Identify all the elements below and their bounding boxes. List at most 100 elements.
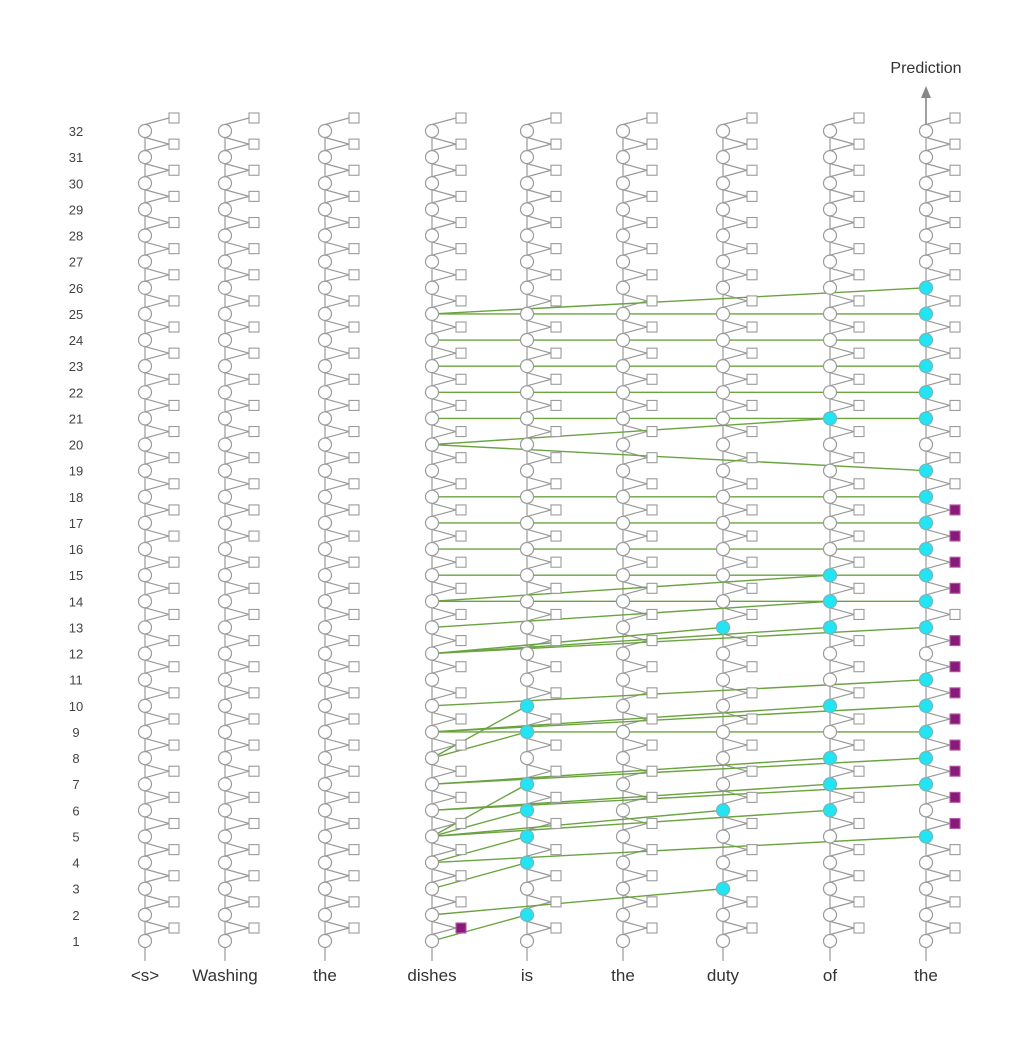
- mlp-in-link: [925, 195, 951, 204]
- active-attention-node: [918, 515, 934, 531]
- mlp-out-link: [622, 372, 648, 380]
- attention-node: [217, 463, 233, 478]
- mlp-node: [348, 608, 360, 621]
- mlp-in-link: [144, 117, 170, 126]
- mlp-node: [746, 556, 758, 568]
- mlp-out-link: [722, 868, 748, 877]
- mlp-in-link: [829, 875, 855, 883]
- mlp-in-link: [324, 300, 350, 308]
- layer-label: 23: [69, 359, 83, 374]
- layer-label: 15: [69, 568, 83, 583]
- mlp-node: [853, 321, 865, 333]
- mlp-out-link: [925, 372, 951, 380]
- mlp-in-link: [829, 718, 855, 727]
- attention-node: [918, 176, 934, 191]
- mlp-out-link: [144, 842, 170, 851]
- mlp-in-link: [925, 901, 951, 909]
- attention-node: [424, 855, 440, 870]
- mlp-node: [248, 661, 260, 673]
- attention-node: [715, 698, 731, 713]
- attention-node: [217, 411, 233, 426]
- mlp-in-link: [224, 561, 250, 570]
- attention-node: [822, 254, 838, 269]
- attention-node: [519, 228, 535, 243]
- attention-node: [217, 306, 233, 322]
- attention-node: [424, 306, 440, 322]
- mlp-out-link: [431, 189, 457, 197]
- attention-node: [519, 411, 535, 426]
- mlp-in-link: [526, 430, 552, 439]
- mlp-node: [949, 190, 961, 202]
- mlp-out-link: [622, 136, 648, 145]
- attention-node: [424, 463, 440, 478]
- attention-node: [137, 777, 153, 792]
- mlp-out-link: [722, 816, 748, 825]
- circuit-edge: [431, 705, 927, 733]
- mlp-in-link: [144, 274, 170, 282]
- mlp-in-link: [722, 849, 748, 857]
- attention-node: [715, 306, 731, 322]
- mlp-out-link: [622, 894, 648, 903]
- attention-node: [822, 515, 838, 531]
- mlp-out-link: [144, 476, 170, 485]
- mlp-node: [348, 582, 360, 594]
- attention-node: [519, 202, 535, 217]
- mlp-in-link: [925, 770, 951, 779]
- mlp-in-link: [324, 640, 350, 648]
- token-label: <s>: [131, 966, 159, 985]
- mlp-out-link: [324, 764, 350, 772]
- mlp-in-link: [829, 117, 855, 126]
- attention-node: [424, 515, 440, 531]
- prediction-output: Prediction: [890, 60, 962, 125]
- mlp-node: [248, 582, 260, 594]
- mlp-in-link: [144, 822, 170, 831]
- mlp-out-link: [622, 345, 648, 354]
- mlp-in-link: [224, 430, 250, 439]
- mlp-node: [746, 190, 758, 202]
- mlp-node: [455, 452, 467, 464]
- attention-node: [137, 123, 153, 139]
- mlp-in-link: [925, 326, 951, 335]
- attention-node: [822, 202, 838, 217]
- attention-node: [137, 698, 153, 713]
- mlp-node: [168, 321, 180, 333]
- attention-node: [317, 541, 333, 557]
- mlp-out-link: [144, 581, 170, 589]
- active-mlp-node: [949, 556, 961, 568]
- mlp-out-link: [526, 737, 552, 746]
- mlp-node: [853, 739, 865, 751]
- attention-node: [918, 646, 934, 661]
- mlp-node: [168, 190, 180, 202]
- mlp-out-link: [925, 868, 951, 877]
- attention-node: [217, 594, 233, 609]
- mlp-out-link: [722, 581, 748, 589]
- mlp-out-link: [324, 737, 350, 746]
- mlp-in-link: [925, 849, 951, 857]
- mlp-node: [455, 321, 467, 333]
- mlp-out-link: [144, 659, 170, 668]
- mlp-in-link: [622, 875, 648, 883]
- mlp-node: [348, 138, 360, 150]
- mlp-in-link: [925, 796, 951, 805]
- mlp-in-link: [622, 378, 648, 387]
- attention-node: [822, 332, 838, 348]
- mlp-in-link: [622, 561, 648, 570]
- attention-node: [217, 385, 233, 400]
- mlp-in-link: [622, 117, 648, 126]
- mlp-in-link: [622, 352, 648, 361]
- mlp-in-link: [925, 927, 951, 936]
- mlp-in-link: [722, 404, 748, 413]
- mlp-out-link: [925, 136, 951, 145]
- mlp-out-link: [925, 345, 951, 354]
- mlp-in-link: [144, 613, 170, 622]
- mlp-node: [168, 608, 180, 621]
- attention-node: [615, 359, 631, 374]
- mlp-node: [646, 164, 658, 176]
- mlp-node: [550, 870, 562, 882]
- mlp-in-link: [526, 300, 552, 308]
- mlp-node: [746, 321, 758, 333]
- mlp-out-link: [829, 633, 855, 642]
- mlp-out-link: [622, 528, 648, 537]
- mlp-out-link: [622, 189, 648, 197]
- mlp-in-link: [224, 195, 250, 204]
